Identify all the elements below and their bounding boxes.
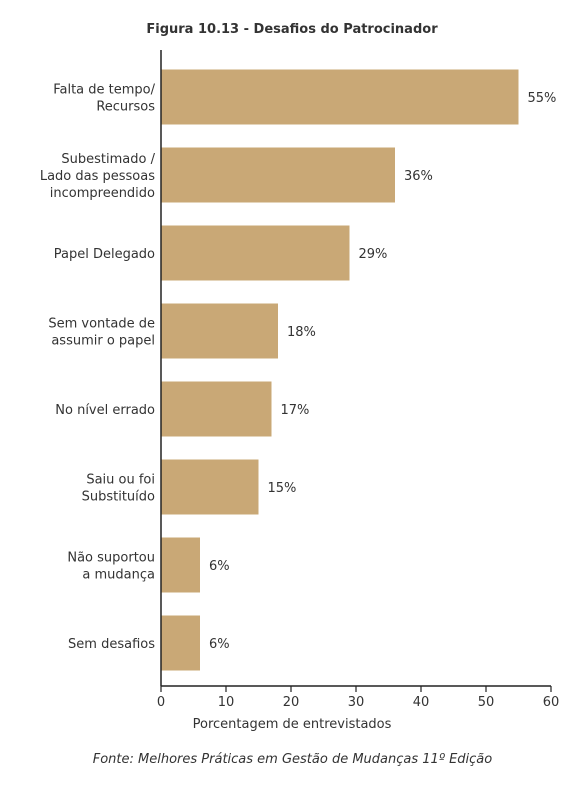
bar-value-label: 6%	[209, 559, 230, 574]
category-label: Sem vontade de	[48, 317, 155, 332]
category-label: incompreendido	[50, 186, 155, 201]
x-tick-label: 0	[157, 695, 165, 710]
bar-value-label: 18%	[287, 325, 316, 340]
bar-value-label: 29%	[359, 247, 388, 262]
bar	[161, 225, 350, 281]
bar	[161, 303, 278, 359]
bar-value-label: 6%	[209, 637, 230, 652]
category-label: a mudança	[82, 568, 155, 583]
source-note: Fonte: Melhores Práticas em Gestão de Mu…	[92, 752, 493, 767]
bar-value-label: 36%	[404, 169, 433, 184]
bar	[161, 537, 200, 593]
bar	[161, 615, 200, 671]
bar-value-label: 17%	[281, 403, 310, 418]
category-label: Recursos	[96, 100, 155, 115]
bar	[161, 69, 519, 125]
bar-value-label: 55%	[528, 91, 557, 106]
bar	[161, 147, 395, 203]
category-label: No nível errado	[55, 403, 155, 418]
x-axis-label: Porcentagem de entrevistados	[193, 717, 392, 732]
category-label: Subestimado /	[61, 152, 155, 167]
x-tick-label: 60	[543, 695, 560, 710]
category-label: Sem desafios	[68, 637, 155, 652]
category-label: Lado das pessoas	[40, 169, 155, 184]
x-tick-label: 10	[218, 695, 235, 710]
bar-value-label: 15%	[268, 481, 297, 496]
bar	[161, 381, 272, 437]
category-label: Não suportou	[67, 551, 155, 566]
x-tick-label: 40	[413, 695, 430, 710]
x-tick-label: 30	[348, 695, 365, 710]
category-label: Papel Delegado	[54, 247, 155, 262]
x-tick-label: 50	[478, 695, 495, 710]
x-tick-label: 20	[283, 695, 300, 710]
bar	[161, 459, 259, 515]
category-label: Falta de tempo/	[53, 83, 155, 98]
category-label: Substituído	[82, 490, 155, 505]
bar-chart: Figura 10.13 - Desafios do Patrocinador …	[40, 22, 560, 732]
chart-title: Figura 10.13 - Desafios do Patrocinador	[146, 22, 438, 37]
category-label: Saiu ou foi	[86, 473, 155, 488]
category-label: assumir o papel	[51, 334, 155, 349]
